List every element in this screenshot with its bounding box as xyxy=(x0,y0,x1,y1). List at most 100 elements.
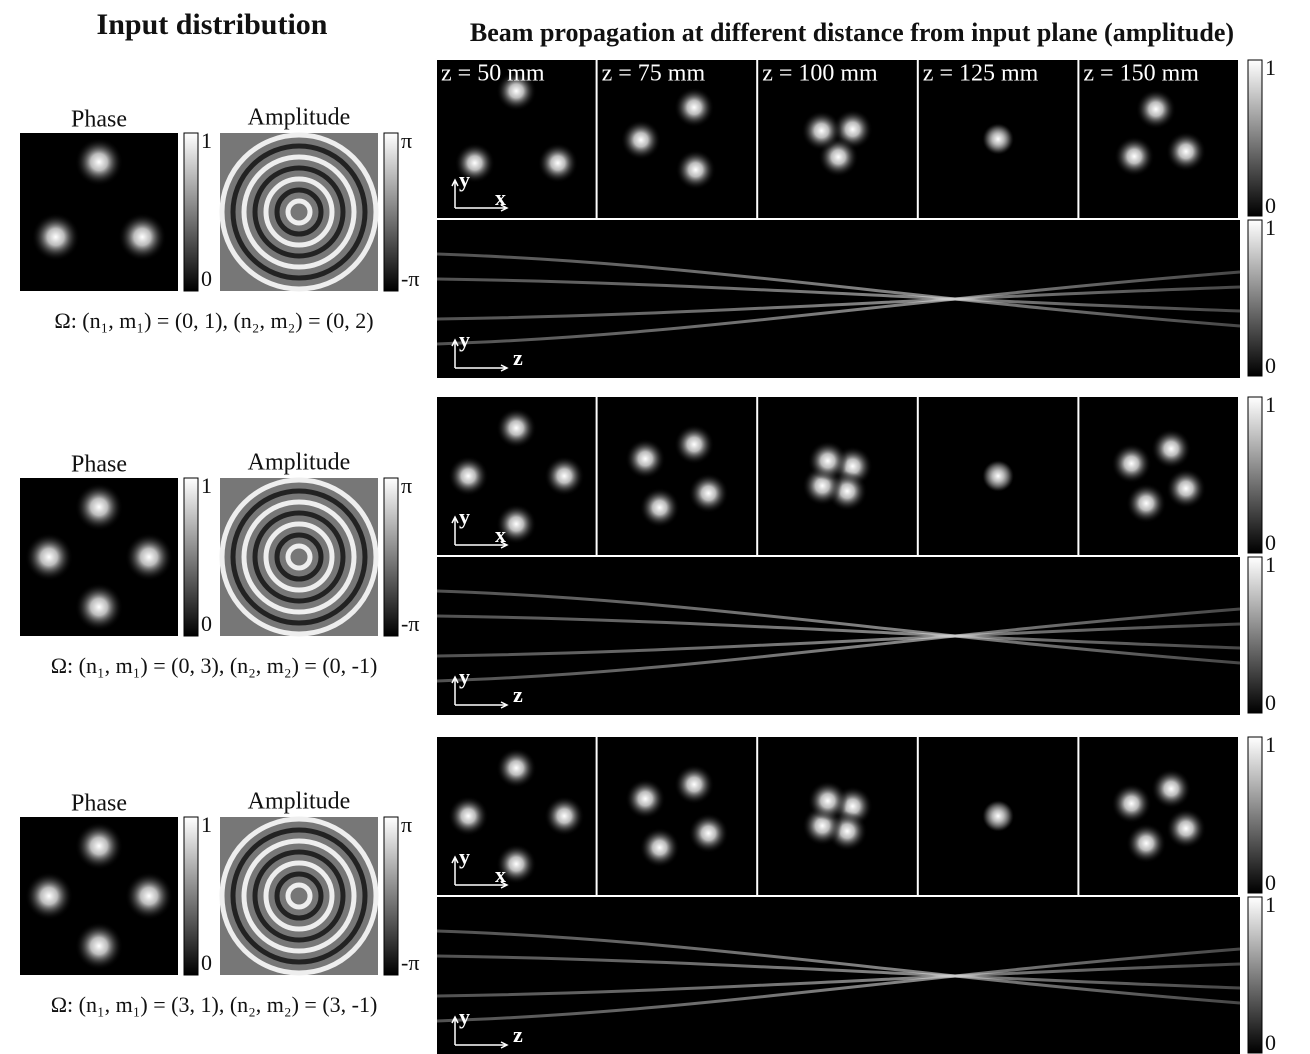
beam-spot xyxy=(802,111,842,151)
beam-spot xyxy=(674,87,714,127)
colorbar-label: π xyxy=(401,473,412,498)
colorbar xyxy=(1248,557,1262,713)
colorbar-label: 0 xyxy=(201,950,212,975)
panel-title: Amplitude xyxy=(248,789,351,815)
beam-spot xyxy=(496,408,536,448)
axis-label: y xyxy=(459,167,470,192)
beam-spot xyxy=(982,800,1014,832)
beam-spot xyxy=(75,822,123,870)
panel-title: Amplitude xyxy=(248,105,351,131)
colorbar-label: 0 xyxy=(201,266,212,291)
colorbar-label: π xyxy=(401,812,412,837)
beam-spot xyxy=(1166,468,1206,508)
beam-spot xyxy=(674,424,714,464)
beam-spot xyxy=(496,748,536,788)
beam-spot xyxy=(621,120,661,160)
beam-spot xyxy=(1166,808,1206,848)
right-title: Beam propagation at different distance f… xyxy=(470,18,1234,47)
beam-spot xyxy=(75,483,123,531)
beam-spot xyxy=(1114,136,1154,176)
axis-label: z xyxy=(513,1022,523,1047)
colorbar xyxy=(184,133,198,291)
colorbar-label: 1 xyxy=(1265,55,1276,80)
colorbar xyxy=(384,478,398,636)
beam-spot xyxy=(674,764,714,804)
axis-label: z xyxy=(513,682,523,707)
colorbar xyxy=(1248,60,1262,216)
colorbar-label: 1 xyxy=(201,128,212,153)
beam-spot xyxy=(118,213,166,261)
xy-panel xyxy=(1079,737,1238,895)
beam-spot xyxy=(75,138,123,186)
beam-spot xyxy=(25,533,73,581)
panel-title: Phase xyxy=(71,452,127,478)
z-label: z = 125 mm xyxy=(923,61,1039,87)
axis-label: z xyxy=(513,345,523,370)
beam-spot xyxy=(125,872,173,920)
beam-spot xyxy=(676,150,716,190)
beam-spot xyxy=(75,922,123,970)
axis-label: y xyxy=(459,844,470,869)
colorbar xyxy=(1248,897,1262,1053)
colorbar-label: -π xyxy=(401,611,419,636)
colorbar-label: 0 xyxy=(1265,690,1276,715)
colorbar xyxy=(1248,220,1262,376)
yz-panel xyxy=(437,557,1240,715)
beam-spot xyxy=(1111,444,1151,484)
mode-label: Ω: (n₁, m₁) = (3, 1), (n₂, m₂) = (3, -1) xyxy=(51,992,378,1017)
beam-spot xyxy=(808,441,848,481)
beam-spot xyxy=(625,779,665,819)
xy-panel xyxy=(598,397,757,555)
colorbar-label: 1 xyxy=(1265,552,1276,577)
beam-spot xyxy=(982,460,1014,492)
colorbar xyxy=(1248,397,1262,553)
z-label: z = 150 mm xyxy=(1083,61,1199,87)
axis-label: x xyxy=(495,862,506,887)
yz-panel xyxy=(437,220,1240,378)
beam-spot xyxy=(1151,429,1191,469)
beam-spot xyxy=(538,143,578,183)
colorbar-label: 0 xyxy=(1265,1030,1276,1054)
axis-label: x xyxy=(495,185,506,210)
z-label: z = 75 mm xyxy=(602,61,706,87)
beam-spot xyxy=(640,488,680,528)
z-label: z = 50 mm xyxy=(441,61,545,87)
axis-label: x xyxy=(495,522,506,547)
colorbar xyxy=(184,478,198,636)
beam-spot xyxy=(448,796,488,836)
axis-label: y xyxy=(459,327,470,352)
beam-spot xyxy=(640,828,680,868)
beam-spot xyxy=(688,473,728,513)
colorbar xyxy=(184,817,198,975)
colorbar-label: 1 xyxy=(201,812,212,837)
figure: Input distribution Beam propagation at d… xyxy=(0,0,1310,1054)
left-title: Input distribution xyxy=(97,8,328,41)
beam-spot xyxy=(1136,89,1176,129)
colorbar-label: π xyxy=(401,128,412,153)
beam-spot xyxy=(982,123,1014,155)
beam-spot xyxy=(125,533,173,581)
colorbar-label: -π xyxy=(401,266,419,291)
colorbar-label: 0 xyxy=(1265,353,1276,378)
beam-spot xyxy=(1126,483,1166,523)
colorbar-label: 1 xyxy=(1265,732,1276,757)
colorbar-label: 1 xyxy=(1265,392,1276,417)
mode-label: Ω: (n₁, m₁) = (0, 1), (n₂, m₂) = (0, 2) xyxy=(54,308,373,333)
beam-spot xyxy=(1111,784,1151,824)
beam-spot xyxy=(625,439,665,479)
axis-label: y xyxy=(459,504,470,529)
axis-label: y xyxy=(459,664,470,689)
colorbar xyxy=(384,133,398,291)
beam-spot xyxy=(1151,769,1191,809)
beam-spot xyxy=(25,872,73,920)
panel-title: Amplitude xyxy=(248,450,351,476)
xy-panel xyxy=(1079,397,1238,555)
colorbar-label: 1 xyxy=(201,473,212,498)
z-label: z = 100 mm xyxy=(762,61,878,87)
colorbar xyxy=(384,817,398,975)
colorbar-label: 1 xyxy=(1265,215,1276,240)
yz-panel xyxy=(437,897,1240,1054)
beam-spot xyxy=(544,456,584,496)
colorbar-label: 0 xyxy=(201,611,212,636)
beam-spot xyxy=(688,813,728,853)
